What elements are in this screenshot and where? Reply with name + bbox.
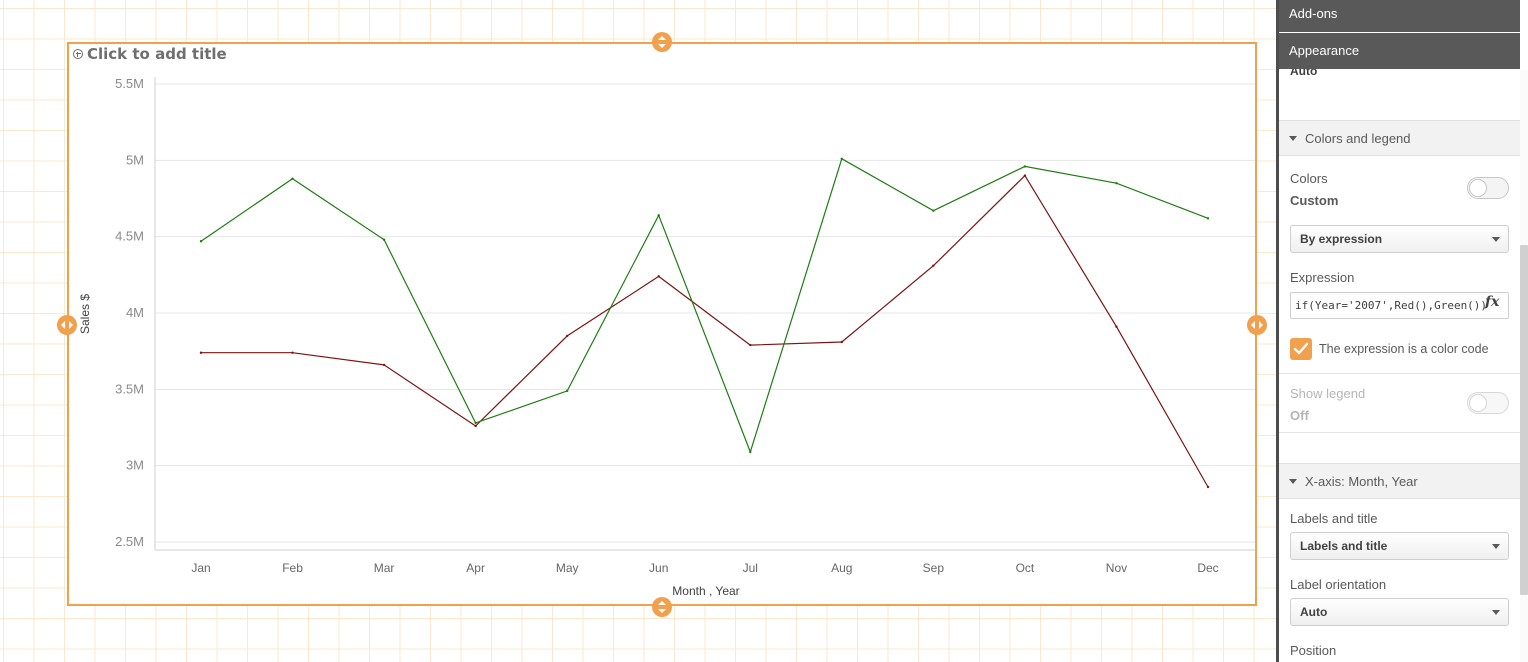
toggle-knob — [1469, 394, 1487, 412]
xaxis-header[interactable]: X-axis: Month, Year — [1279, 463, 1520, 499]
expression-editor-fx-icon[interactable]: fx — [1485, 294, 1500, 310]
label-orientation-select[interactable]: Auto — [1290, 598, 1509, 626]
vertical-arrows-icon — [658, 36, 666, 48]
y-tick-label: 5M — [126, 152, 144, 167]
dropdown-caret-icon — [1492, 237, 1500, 242]
caret-down-icon — [1289, 136, 1297, 141]
chart-title-placeholder[interactable]: Click to add title — [73, 45, 227, 63]
xaxis-header-label: X-axis: Month, Year — [1305, 474, 1418, 489]
data-point — [565, 334, 569, 338]
resize-handle-top[interactable] — [652, 32, 672, 52]
expression-input[interactable]: if(Year='2007',Red(),Green()) — [1290, 292, 1509, 319]
resize-handle-right[interactable] — [1247, 315, 1267, 335]
show-legend-value: Off — [1290, 408, 1309, 423]
data-point — [1206, 485, 1210, 489]
addons-section[interactable]: Add-ons — [1279, 0, 1520, 32]
series-line — [200, 157, 1209, 454]
data-point — [749, 343, 752, 347]
data-point — [199, 351, 203, 354]
data-point — [1206, 217, 1210, 220]
panel-edge — [1276, 0, 1279, 662]
data-point — [840, 340, 844, 344]
data-point — [840, 157, 844, 161]
x-tick-label: Feb — [282, 561, 303, 575]
divider — [1279, 432, 1520, 433]
data-point — [932, 264, 935, 267]
colors-value: Custom — [1290, 193, 1339, 208]
resize-handle-bottom[interactable] — [652, 597, 672, 617]
color-code-checkbox[interactable] — [1290, 338, 1312, 360]
label-orientation-select-value: Auto — [1300, 605, 1328, 619]
labels-title-select[interactable]: Labels and title — [1290, 532, 1509, 560]
y-tick-label: 4M — [126, 305, 144, 320]
data-point — [657, 214, 660, 217]
data-point — [199, 240, 203, 243]
show-legend-label: Show legend — [1290, 386, 1366, 401]
colors-label: Colors — [1290, 171, 1328, 186]
label-orientation-label: Label orientation — [1290, 577, 1387, 592]
line-chart[interactable]: 5.5M 5M 4.5M 4M 3.5M 3M 2.5M Jan Feb Mar Apr May Jun… — [0, 0, 1276, 662]
x-tick-label: Aug — [831, 561, 852, 575]
data-point — [382, 238, 386, 241]
vertical-arrows-icon — [658, 601, 666, 613]
data-point — [749, 450, 752, 454]
labels-title-select-value: Labels and title — [1300, 539, 1388, 553]
toggle-knob — [1469, 179, 1487, 197]
x-axis-title: Month , Year — [672, 584, 739, 598]
chart-selection-frame[interactable] — [67, 42, 1257, 606]
x-tick-label: May — [556, 561, 579, 575]
properties-panel: Auto Add-ons Appearance Colors and legen… — [1276, 0, 1528, 662]
show-legend-toggle[interactable] — [1467, 392, 1509, 414]
caret-down-icon — [1289, 479, 1297, 484]
data-point — [474, 421, 477, 425]
data-point — [657, 275, 660, 278]
position-label: Position — [1290, 643, 1337, 658]
x-tick-label: Oct — [1016, 561, 1035, 575]
x-tick-label: Apr — [466, 561, 485, 575]
y-axis-title: Sales $ — [78, 294, 92, 334]
x-tick-label: Jan — [191, 561, 210, 575]
x-tick-label: Sep — [923, 561, 945, 575]
data-point — [932, 209, 935, 212]
y-tick-label: 4.5M — [115, 229, 144, 244]
colors-legend-header[interactable]: Colors and legend — [1279, 120, 1520, 156]
resize-handle-left[interactable] — [57, 315, 77, 335]
appearance-section[interactable]: Appearance — [1279, 33, 1520, 69]
data-point — [291, 177, 294, 180]
horizontal-arrows-icon — [61, 321, 73, 329]
series-line — [201, 174, 1209, 488]
color-mode-select-value: By expression — [1300, 232, 1383, 246]
x-tick-label: Jul — [743, 561, 758, 575]
dropdown-caret-icon — [1492, 544, 1500, 549]
y-tick-label: 3M — [126, 458, 144, 473]
checkmark-icon — [1293, 342, 1309, 355]
y-tick-label: 3.5M — [115, 381, 144, 396]
x-tick-label: Jun — [649, 561, 668, 575]
data-point — [1023, 174, 1027, 177]
divider — [1279, 373, 1520, 374]
horizontal-arrows-icon — [1251, 321, 1263, 329]
panel-scrollbar-thumb[interactable] — [1520, 245, 1528, 595]
data-point — [1115, 182, 1118, 185]
color-mode-select[interactable]: By expression — [1290, 225, 1509, 253]
dropdown-caret-icon — [1492, 610, 1500, 615]
data-point — [565, 389, 569, 393]
add-circle-icon — [73, 49, 83, 59]
x-tick-label: Nov — [1106, 561, 1127, 575]
data-point — [1115, 325, 1118, 328]
x-tick-label: Mar — [374, 561, 395, 575]
expression-label: Expression — [1290, 270, 1355, 285]
chart-title-text: Click to add title — [87, 45, 227, 63]
x-tick-label: Dec — [1197, 561, 1218, 575]
color-code-checkbox-label: The expression is a color code — [1319, 342, 1489, 356]
labels-title-label: Labels and title — [1290, 511, 1378, 526]
y-tick-label: 5.5M — [115, 76, 144, 91]
y-tick-label: 2.5M — [115, 534, 144, 549]
colors-toggle[interactable] — [1467, 177, 1509, 199]
data-point — [1023, 165, 1027, 168]
data-point — [382, 363, 386, 367]
data-point — [291, 351, 294, 354]
data-point — [474, 424, 477, 428]
colors-legend-header-label: Colors and legend — [1305, 131, 1411, 146]
